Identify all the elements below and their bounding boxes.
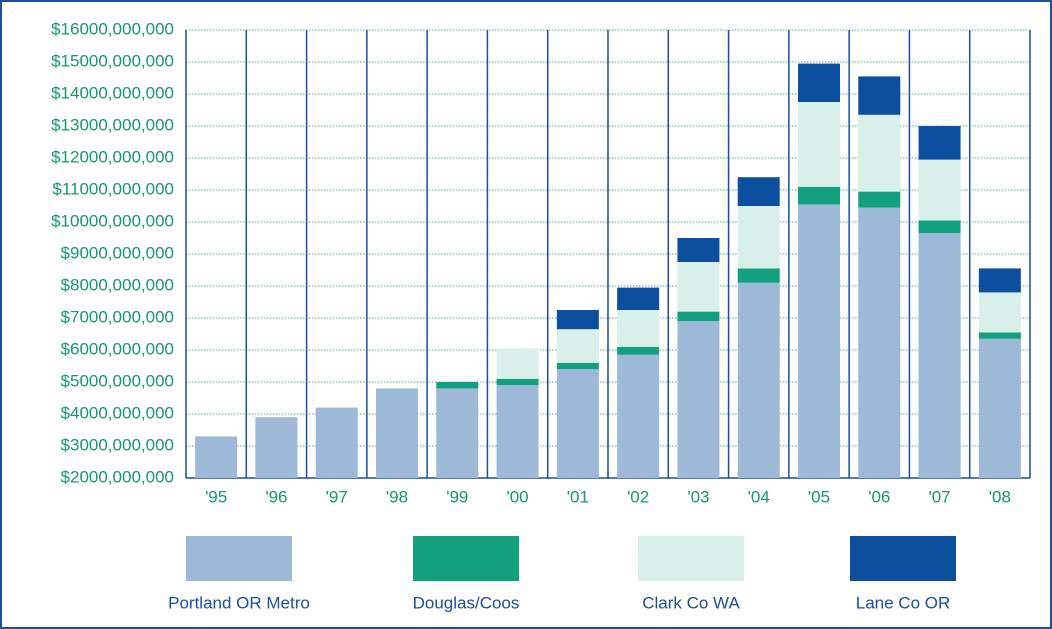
bar-segment bbox=[617, 354, 660, 478]
bar-segment bbox=[737, 282, 780, 478]
bar-segment bbox=[677, 262, 720, 312]
legend-swatch bbox=[413, 536, 519, 581]
legend-swatch bbox=[186, 536, 292, 581]
y-tick-label: $5000,000,000 bbox=[61, 371, 174, 390]
bar-segment bbox=[315, 407, 358, 478]
legend-swatch bbox=[850, 536, 956, 581]
bar-segment bbox=[556, 329, 599, 363]
bar-segment bbox=[436, 388, 479, 478]
legend-label: Portland OR Metro bbox=[168, 593, 310, 612]
bar-segment bbox=[677, 311, 720, 322]
y-tick-label: $9000,000,000 bbox=[61, 243, 174, 262]
bar-segment bbox=[798, 102, 840, 187]
y-tick-label: $7000,000,000 bbox=[61, 307, 174, 326]
bar-segment bbox=[918, 159, 961, 221]
bar-segment bbox=[556, 369, 599, 478]
x-tick-label: '05 bbox=[808, 487, 830, 506]
bar-segment bbox=[918, 126, 961, 160]
y-tick-label: $3000,000,000 bbox=[61, 435, 174, 454]
y-tick-label: $6000,000,000 bbox=[61, 339, 174, 358]
bar-segment bbox=[978, 332, 1021, 339]
y-tick-label: $10000,000,000 bbox=[51, 211, 174, 230]
y-tick-label: $12000,000,000 bbox=[51, 147, 174, 166]
legend-label: Clark Co WA bbox=[642, 593, 740, 612]
legend-label: Douglas/Coos bbox=[413, 593, 520, 612]
bar-segment bbox=[255, 417, 298, 478]
bar-segment bbox=[978, 268, 1021, 293]
x-tick-label: '98 bbox=[386, 487, 408, 506]
bar-segment bbox=[556, 362, 599, 370]
bar-segment bbox=[376, 388, 418, 478]
bar-segment bbox=[496, 348, 539, 379]
y-tick-label: $8000,000,000 bbox=[61, 275, 174, 294]
x-tick-label: '97 bbox=[326, 487, 348, 506]
x-tick-label: '95 bbox=[205, 487, 227, 506]
y-tick-label: $16000,000,000 bbox=[51, 19, 174, 38]
bar-segment bbox=[617, 310, 660, 347]
x-tick-label: '99 bbox=[446, 487, 468, 506]
x-tick-label: '02 bbox=[627, 487, 649, 506]
bar-segment bbox=[496, 385, 539, 478]
bar-segment bbox=[978, 338, 1021, 478]
bar-segment bbox=[617, 287, 660, 310]
y-tick-label: $13000,000,000 bbox=[51, 115, 174, 134]
x-tick-label: '08 bbox=[989, 487, 1011, 506]
y-tick-label: $11000,000,000 bbox=[52, 179, 174, 198]
bar-segment bbox=[858, 76, 901, 115]
bar-segment bbox=[798, 204, 840, 478]
x-tick-label: '06 bbox=[868, 487, 890, 506]
y-tick-label: $4000,000,000 bbox=[61, 403, 174, 422]
legend-swatch bbox=[638, 536, 744, 581]
y-tick-label: $14000,000,000 bbox=[51, 83, 174, 102]
bar-segment bbox=[918, 233, 961, 478]
bar-segment bbox=[556, 310, 599, 330]
bar-segment bbox=[918, 220, 961, 234]
bar-segment bbox=[677, 321, 720, 478]
x-tick-label: '00 bbox=[506, 487, 528, 506]
bar-segment bbox=[737, 268, 780, 283]
bar-segment bbox=[858, 207, 901, 478]
bar-segment bbox=[737, 177, 780, 206]
y-tick-label: $2000,000,000 bbox=[61, 467, 174, 486]
x-tick-label: '07 bbox=[928, 487, 950, 506]
bar-segment bbox=[436, 382, 479, 389]
x-tick-label: '01 bbox=[567, 487, 589, 506]
bar-segment bbox=[737, 206, 780, 269]
bar-segment bbox=[496, 378, 539, 386]
y-tick-label: $15000,000,000 bbox=[51, 51, 174, 70]
bar-segment bbox=[858, 191, 901, 208]
legend-label: Lane Co OR bbox=[856, 593, 951, 612]
bar-segment bbox=[858, 114, 901, 192]
x-tick-label: '04 bbox=[748, 487, 770, 506]
x-tick-label: '03 bbox=[687, 487, 709, 506]
bar-segment bbox=[798, 63, 840, 102]
bar-segment bbox=[677, 238, 720, 262]
x-tick-label: '96 bbox=[265, 487, 287, 506]
bar-segment bbox=[617, 346, 660, 355]
bar-segment bbox=[978, 292, 1021, 333]
bar-segment bbox=[798, 186, 840, 205]
bar-segment bbox=[195, 436, 238, 478]
